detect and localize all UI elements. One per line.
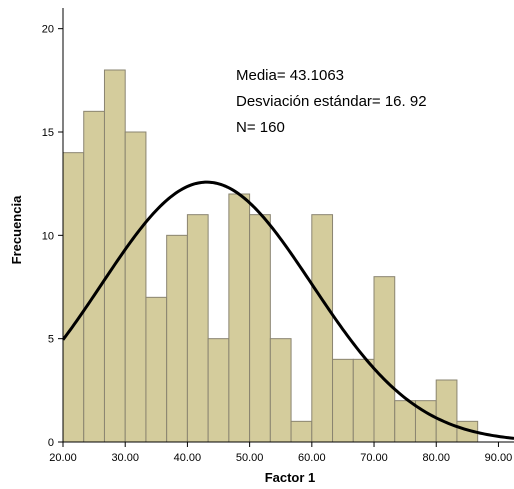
y-ticks-group: 0 5 10 15 20 — [42, 24, 63, 449]
histogram-bar — [228, 193, 251, 443]
x-tick-label: 80.00 — [422, 452, 450, 464]
annotation-mean: Media= 43.1063 — [236, 67, 344, 84]
histogram-bar — [83, 110, 105, 443]
histogram-bar — [373, 276, 396, 443]
x-tick-label: 40.00 — [174, 452, 202, 464]
histogram-bar — [394, 400, 416, 443]
histogram-bar — [145, 296, 168, 443]
x-axis-title: Factor 1 — [265, 470, 316, 485]
histogram-bar — [249, 214, 271, 443]
annotation-std: Desviación estándar= 16. 92 — [236, 93, 427, 110]
y-tick-label: 5 — [48, 334, 54, 346]
annotation-n: N= 160 — [236, 119, 285, 136]
histogram-bar — [290, 420, 313, 443]
histogram-bar — [435, 379, 458, 443]
histogram-bar — [124, 131, 147, 443]
x-tick-label: 50.00 — [236, 452, 264, 464]
histogram-bar — [186, 214, 209, 443]
y-tick-label: 20 — [42, 24, 54, 36]
histogram-bar — [311, 214, 334, 443]
x-tick-label: 90.00 — [485, 452, 513, 464]
y-tick-label: 0 — [48, 437, 54, 449]
x-tick-label: 60.00 — [298, 452, 326, 464]
y-axis-title: Frecuencia — [9, 195, 24, 264]
histogram-bar — [62, 152, 85, 443]
histogram-bar — [332, 358, 354, 443]
histogram-bar — [207, 338, 230, 443]
bars-group — [62, 69, 479, 443]
y-tick-label: 15 — [42, 127, 54, 139]
x-tick-label: 30.00 — [111, 452, 139, 464]
histogram-bar — [166, 234, 188, 443]
histogram-bar — [269, 338, 292, 443]
x-tick-label: 70.00 — [360, 452, 388, 464]
x-ticks-group: 20.00 30.00 40.00 50.00 60.00 70.00 80.00 90.00 — [49, 442, 512, 464]
histogram-bar — [352, 358, 375, 443]
y-tick-label: 10 — [42, 230, 54, 242]
x-tick-label: 20.00 — [49, 452, 77, 464]
normal-curve — [61, 180, 514, 440]
